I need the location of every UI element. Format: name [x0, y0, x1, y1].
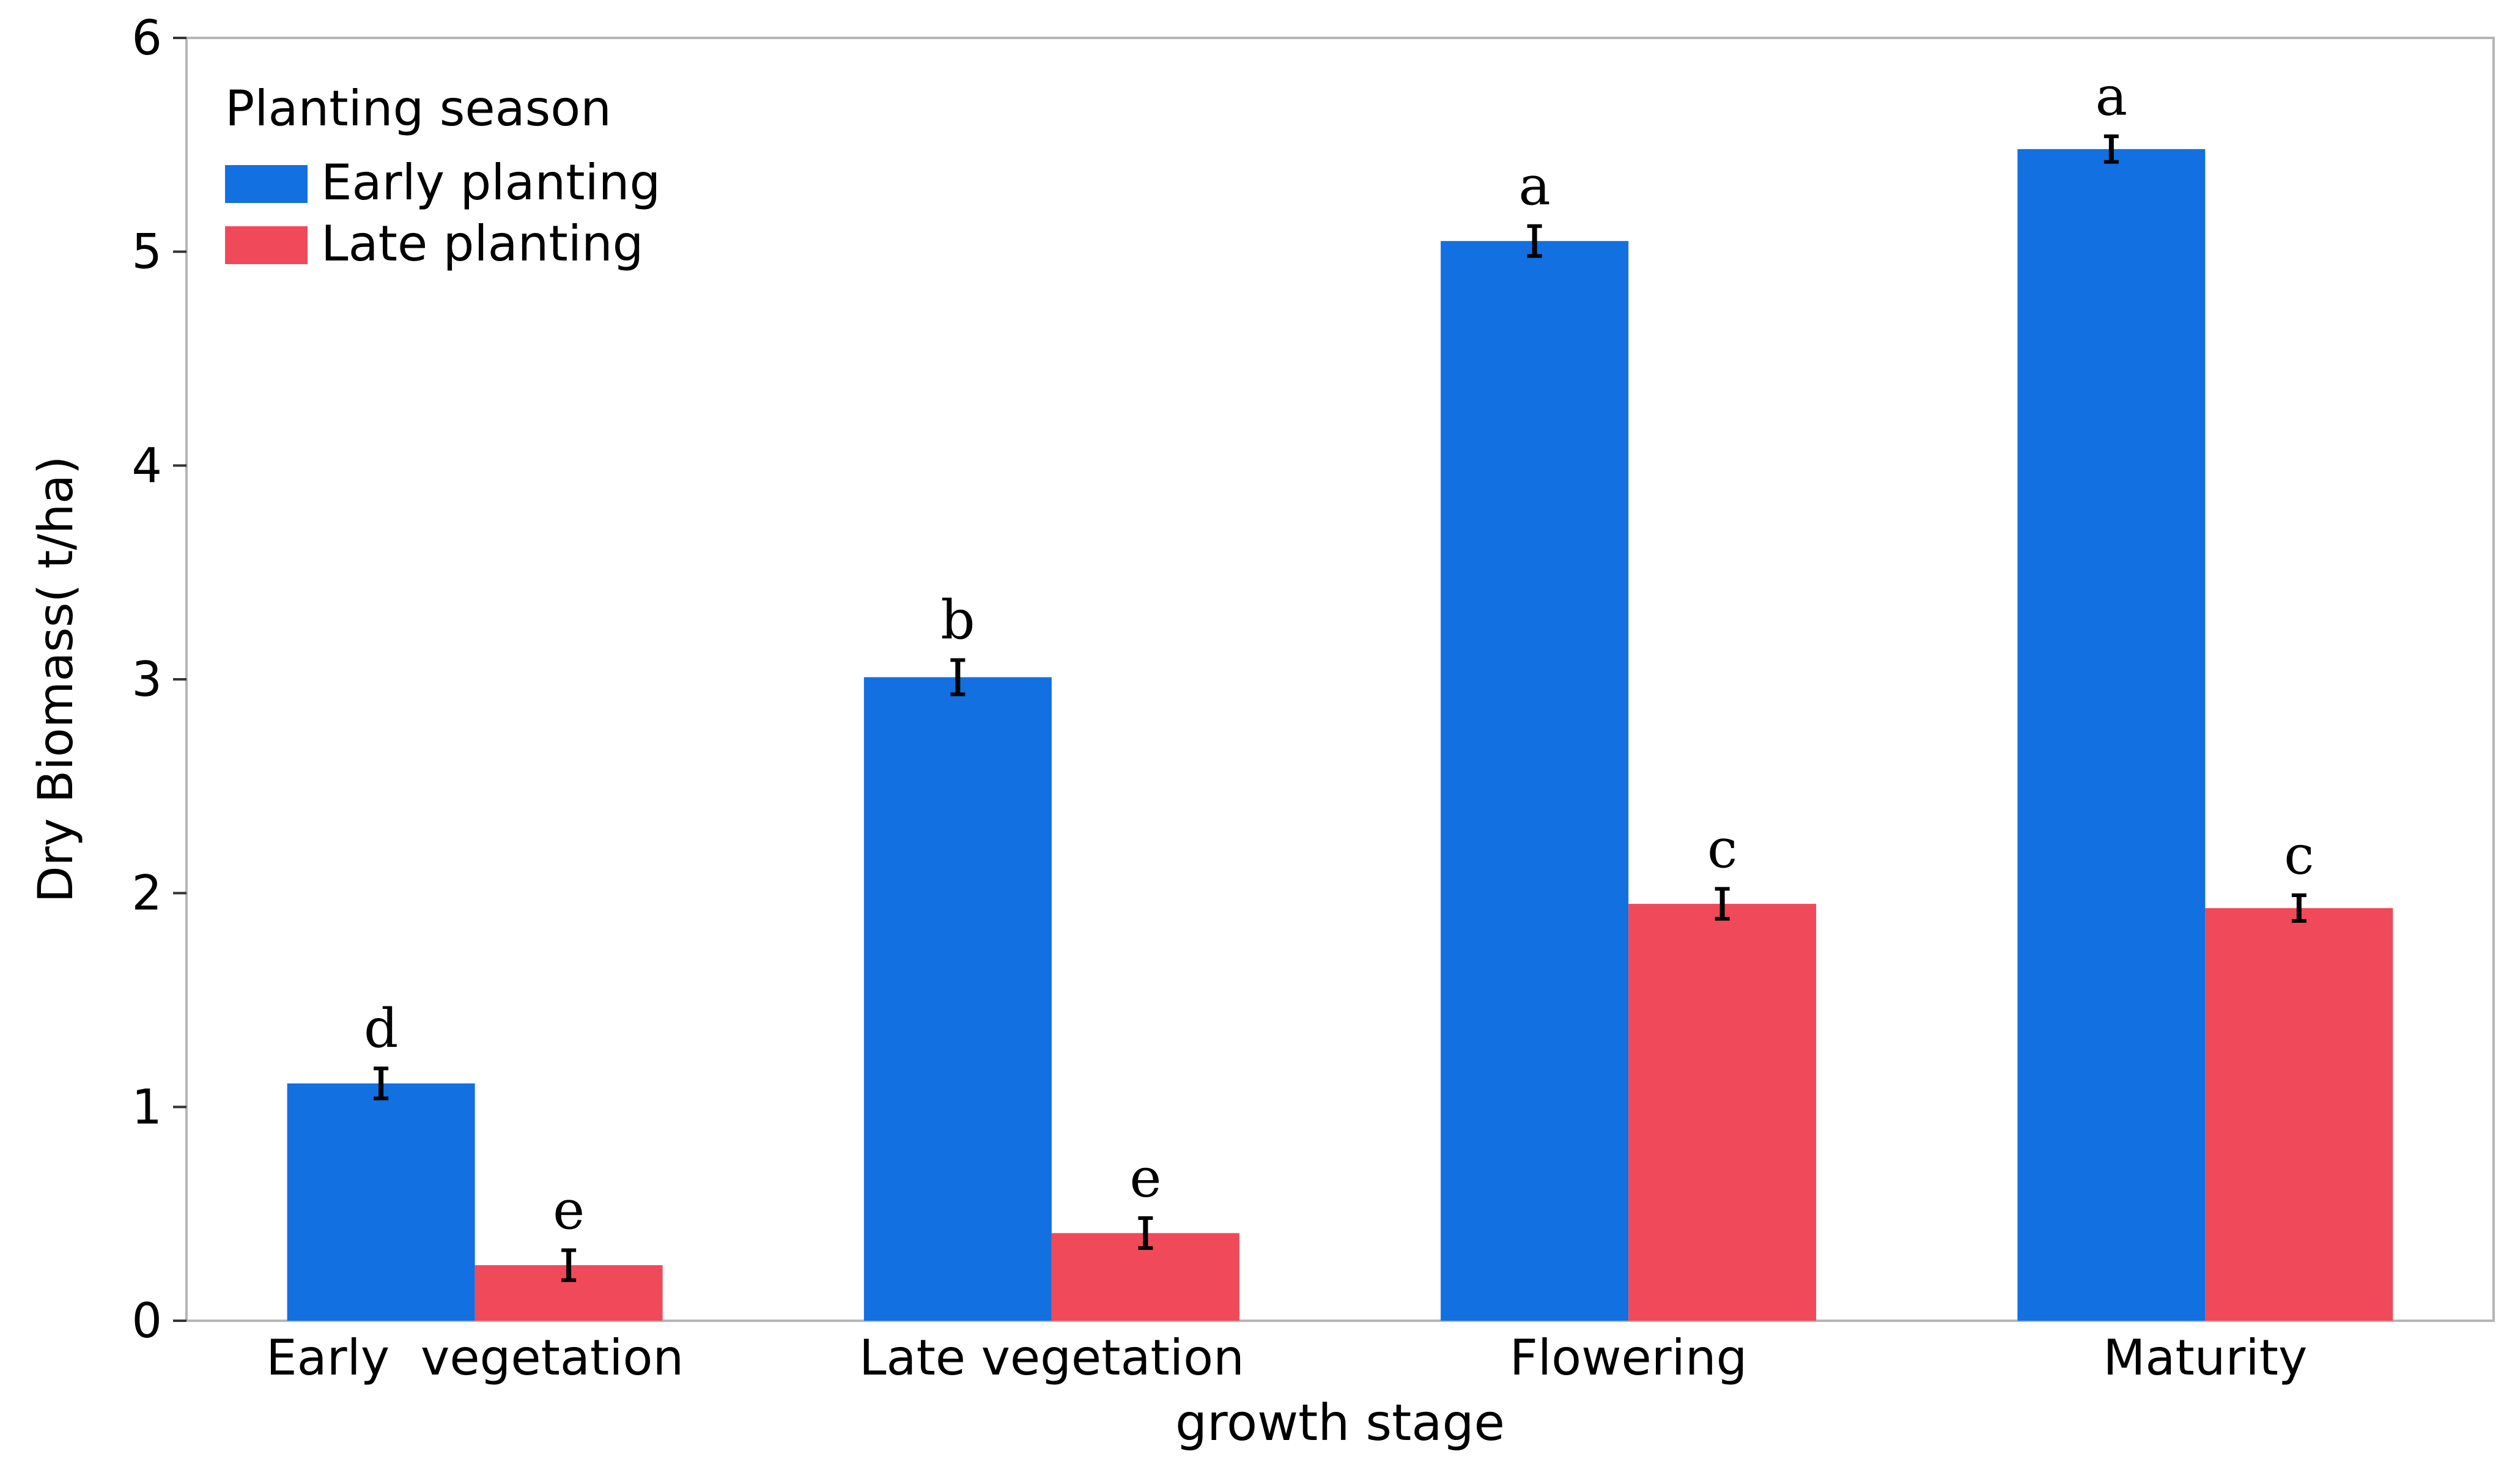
bar-early-planting [2017, 149, 2206, 1321]
x-category-label: Early vegetation [266, 1329, 684, 1386]
x-axis: Early vegetation Late vegetation Flowering… [266, 1329, 2307, 1386]
bar-early-planting [863, 677, 1052, 1321]
y-tick-label: 5 [131, 225, 162, 280]
legend: Planting season Early planting Late plan… [225, 80, 660, 272]
y-tick-label: 2 [131, 866, 162, 921]
significance-label: e [553, 1179, 585, 1242]
legend-label-early-planting: Early planting [321, 154, 660, 211]
y-tick-label: 1 [131, 1080, 162, 1135]
legend-label-late-planting: Late planting [321, 215, 643, 272]
x-category-label: Maturity [2103, 1329, 2307, 1386]
y-tick-label: 6 [131, 11, 162, 66]
bar-early-planting [287, 1083, 475, 1321]
error-bars-group [374, 134, 2306, 1282]
x-category-label: Late vegetation [859, 1329, 1244, 1386]
bars-group [287, 149, 2393, 1321]
significance-labels-group: d e b e a c a c [364, 65, 2314, 1242]
significance-label: a [1518, 155, 1550, 218]
y-tick-label: 4 [131, 438, 162, 493]
legend-swatch-late-planting [225, 226, 308, 264]
y-tick-label: 3 [131, 652, 162, 707]
y-tick-label: 0 [131, 1294, 162, 1349]
significance-label: e [1129, 1146, 1161, 1209]
y-axis: 0 1 2 3 4 5 6 [131, 11, 187, 1349]
significance-label: a [2096, 65, 2127, 128]
x-axis-title: growth stage [1175, 1394, 1505, 1452]
significance-label: c [2284, 824, 2314, 887]
significance-label: c [1707, 818, 1737, 880]
legend-swatch-early-planting [225, 165, 308, 203]
legend-title: Planting season [225, 80, 611, 137]
bar-early-planting [1441, 241, 1629, 1321]
bar-late-planting [1628, 904, 1817, 1321]
significance-label: d [364, 997, 398, 1060]
y-axis-title: Dry Biomass( t/ha) [29, 456, 84, 903]
significance-label: b [940, 589, 975, 652]
x-category-label: Flowering [1510, 1329, 1747, 1386]
bar-late-planting [2205, 908, 2393, 1321]
